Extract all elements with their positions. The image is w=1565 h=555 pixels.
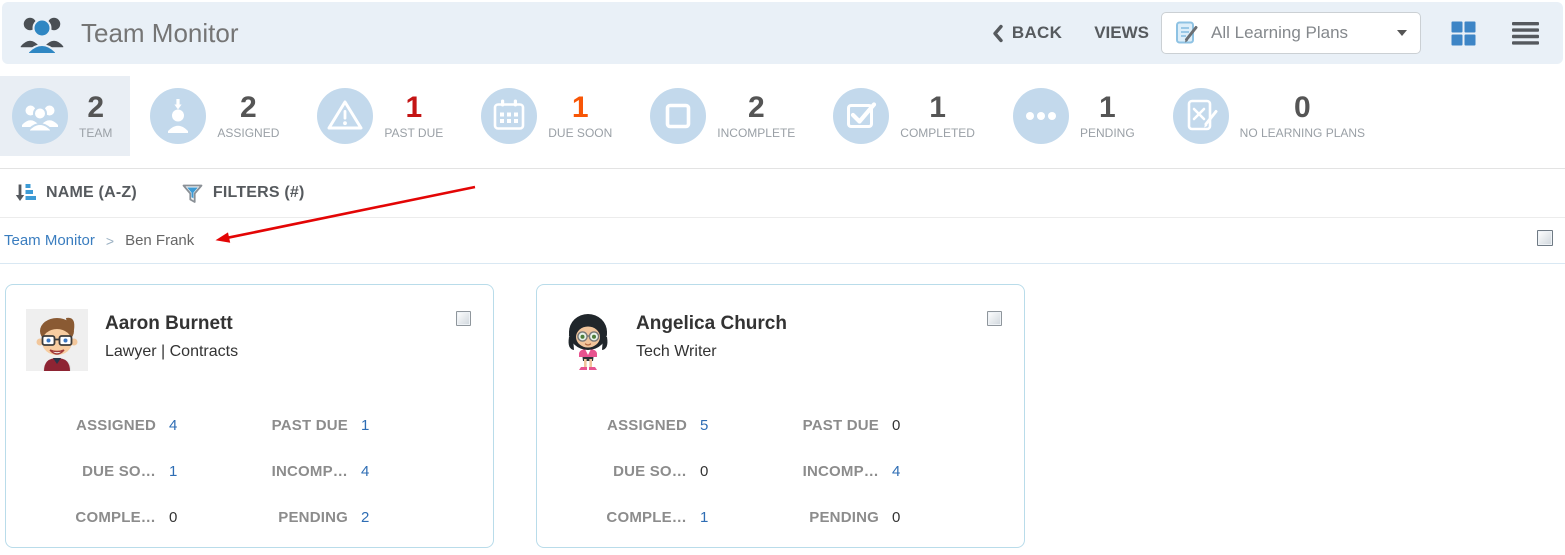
avatar xyxy=(26,309,88,371)
no-learning-plans-icon xyxy=(1172,88,1229,144)
member-stat-due-soon: DUE SO… 0 xyxy=(557,463,732,480)
member-stat-assigned: ASSIGNED 4 xyxy=(26,417,201,434)
completed-icon xyxy=(833,88,890,144)
stat-pending[interactable]: 1 PENDING xyxy=(1001,76,1153,156)
member-stat-value[interactable]: 2 xyxy=(361,509,370,526)
assigned-icon xyxy=(150,88,207,144)
member-stat-value[interactable]: 1 xyxy=(169,463,178,480)
stat-team[interactable]: 2 TEAM xyxy=(0,76,131,156)
breadcrumb-current: Ben Frank xyxy=(125,232,195,249)
stat-value: 1 xyxy=(1098,90,1116,124)
stat-label: INCOMPLETE xyxy=(717,125,796,140)
member-stat-pending: PENDING 0 xyxy=(732,509,924,526)
page-title: Team Monitor xyxy=(81,17,239,48)
stat-label: DUE SOON xyxy=(548,125,613,140)
stat-label: COMPLETED xyxy=(900,125,975,140)
member-stat-due-soon: DUE SO… 1 xyxy=(26,463,201,480)
member-cards: Aaron Burnett Lawyer | Contracts ASSIGNE… xyxy=(0,264,1565,548)
member-name: Aaron Burnett xyxy=(105,313,233,334)
chevron-left-icon xyxy=(992,24,1004,43)
stat-value: 1 xyxy=(405,90,423,124)
member-card-aaron-burnett[interactable]: Aaron Burnett Lawyer | Contracts ASSIGNE… xyxy=(5,284,494,548)
grid-view-icon[interactable] xyxy=(1451,21,1476,46)
stat-value: 2 xyxy=(747,90,765,124)
member-stats: ASSIGNED 5 PAST DUE 0 DUE SO… 0 INCOMP… … xyxy=(557,417,1004,526)
due-soon-icon xyxy=(481,88,538,144)
member-stat-value: 0 xyxy=(169,509,178,526)
member-stat-value: 0 xyxy=(892,509,901,526)
member-stat-assigned: ASSIGNED 5 xyxy=(557,417,732,434)
member-stat-incomplete: INCOMP… 4 xyxy=(732,463,924,480)
team-monitor-icon xyxy=(18,11,66,55)
member-card-header: Angelica Church Tech Writer xyxy=(557,309,1004,371)
select-all-checkbox[interactable] xyxy=(1537,230,1553,251)
member-card-header: Aaron Burnett Lawyer | Contracts xyxy=(26,309,473,371)
stat-due-soon[interactable]: 1 DUE SOON xyxy=(469,76,630,156)
avatar xyxy=(557,309,619,371)
member-stat-completed: COMPLE… 0 xyxy=(26,509,201,526)
sort-label: NAME (A-Z) xyxy=(46,184,137,201)
stat-value: 1 xyxy=(929,90,946,124)
member-stat-value[interactable]: 4 xyxy=(892,463,901,480)
views-dropdown[interactable]: All Learning Plans xyxy=(1161,12,1421,54)
stat-assigned[interactable]: 2 ASSIGNED xyxy=(138,76,297,156)
pending-icon xyxy=(1012,88,1069,144)
member-stat-value[interactable]: 4 xyxy=(361,463,370,480)
member-stat-pending: PENDING 2 xyxy=(201,509,393,526)
stat-label: PENDING xyxy=(1079,125,1135,140)
stat-no-learning-plans[interactable]: 0 NO LEARNING PLANS xyxy=(1161,76,1383,156)
stat-completed[interactable]: 1 COMPLETED xyxy=(821,76,993,156)
member-stat-value[interactable]: 5 xyxy=(700,417,709,434)
member-role: Tech Writer xyxy=(636,343,717,360)
member-role: Lawyer | Contracts xyxy=(105,343,239,360)
filters-button[interactable]: FILTERS (#) xyxy=(181,183,305,204)
views-dropdown-value: All Learning Plans xyxy=(1211,23,1349,42)
member-stat-past-due: PAST DUE 1 xyxy=(201,417,393,434)
member-stats: ASSIGNED 4 PAST DUE 1 DUE SO… 1 INCOMP… … xyxy=(26,417,473,526)
past-due-icon xyxy=(317,88,374,144)
stat-label: TEAM xyxy=(79,125,113,140)
stat-label: PAST DUE xyxy=(384,125,444,140)
stat-value: 0 xyxy=(1294,90,1311,124)
member-stat-value[interactable]: 1 xyxy=(700,509,709,526)
member-stat-value: 0 xyxy=(892,417,901,434)
member-select-checkbox[interactable] xyxy=(987,311,1002,326)
summary-stats-bar: 2 TEAM 2 ASSIGNED xyxy=(0,64,1565,169)
breadcrumb-separator: > xyxy=(105,232,115,249)
member-stat-past-due: PAST DUE 0 xyxy=(732,417,924,434)
stat-label: NO LEARNING PLANS xyxy=(1239,125,1366,140)
member-card-angelica-church[interactable]: Angelica Church Tech Writer ASSIGNED 5 P… xyxy=(536,284,1025,548)
stat-value: 2 xyxy=(87,90,105,124)
page-header: Team Monitor BACK VIEWS xyxy=(2,2,1563,64)
list-view-icon[interactable] xyxy=(1512,21,1539,45)
member-name: Angelica Church xyxy=(636,313,787,334)
stat-value: 2 xyxy=(240,90,257,124)
member-stat-completed: COMPLE… 1 xyxy=(557,509,732,526)
chevron-down-icon xyxy=(1397,30,1407,36)
views-label: VIEWS xyxy=(1094,23,1149,42)
breadcrumb-root-link[interactable]: Team Monitor xyxy=(4,232,95,249)
filters-label: FILTERS (#) xyxy=(212,184,305,201)
learning-plan-icon xyxy=(1175,20,1200,46)
team-icon xyxy=(12,88,68,144)
member-stat-value[interactable]: 4 xyxy=(169,417,178,434)
stat-incomplete[interactable]: 2 INCOMPLETE xyxy=(638,76,813,156)
member-stat-incomplete: INCOMP… 4 xyxy=(201,463,393,480)
stat-value: 1 xyxy=(571,90,589,124)
stat-past-due[interactable]: 1 PAST DUE xyxy=(305,76,461,156)
member-stat-value[interactable]: 1 xyxy=(361,417,370,434)
incomplete-icon xyxy=(650,88,707,144)
filter-icon xyxy=(181,183,204,204)
sort-az-icon xyxy=(14,182,37,204)
back-button[interactable]: BACK xyxy=(992,23,1062,43)
member-select-checkbox[interactable] xyxy=(456,311,471,326)
member-stat-value: 0 xyxy=(700,463,709,480)
sort-button[interactable]: NAME (A-Z) xyxy=(14,182,137,204)
breadcrumb: Team Monitor > Ben Frank xyxy=(0,218,1565,264)
sort-filter-toolbar: NAME (A-Z) FILTERS (#) xyxy=(0,169,1565,218)
back-label: BACK xyxy=(1011,23,1063,42)
stat-label: ASSIGNED xyxy=(217,125,280,140)
